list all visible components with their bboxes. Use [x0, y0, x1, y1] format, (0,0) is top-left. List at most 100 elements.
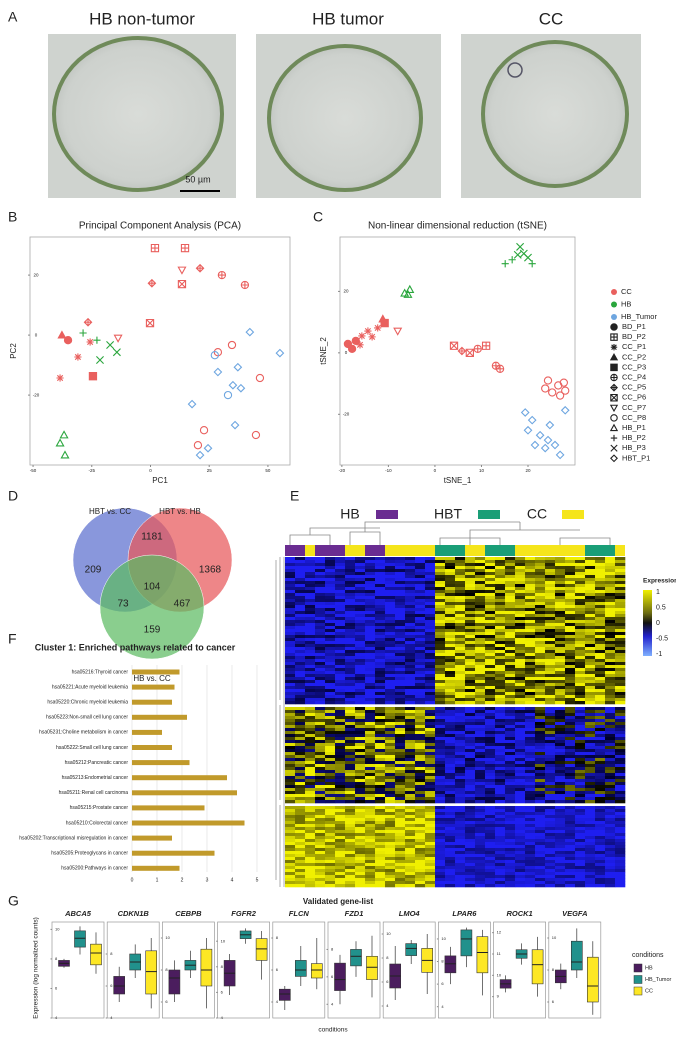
heatmap-cell — [335, 731, 346, 735]
heatmap-cell — [375, 635, 386, 639]
heatmap-cell — [465, 656, 476, 660]
heatmap-cell — [335, 767, 346, 771]
heatmap-cell — [445, 866, 456, 870]
heatmap-cell — [375, 827, 386, 831]
heatmap-cell — [375, 836, 386, 840]
heatmap-cell — [315, 728, 326, 732]
heatmap-cell — [285, 818, 296, 822]
heatmap-cell — [545, 605, 556, 609]
heatmap-cell — [375, 860, 386, 864]
heatmap-cell — [425, 659, 436, 663]
heatmap-cell — [565, 650, 576, 654]
heatmap-cell — [485, 788, 496, 792]
column-annotation — [545, 545, 555, 556]
heatmap-cell — [345, 749, 356, 753]
heatmap-cell — [375, 773, 386, 777]
heatmap-cell — [575, 788, 586, 792]
heatmap-cell — [405, 731, 416, 735]
heatmap-cell — [585, 575, 596, 579]
heatmap-cell — [545, 578, 556, 582]
heatmap-cell — [495, 734, 506, 738]
heatmap-cell — [615, 716, 626, 720]
y-tick-label: 4 — [221, 1015, 224, 1020]
heatmap-cell — [515, 770, 526, 774]
heatmap-cell — [345, 794, 356, 798]
heatmap-cell — [535, 617, 546, 621]
heatmap-cell — [535, 623, 546, 627]
venn-set-label: HBT vs. HB — [159, 507, 201, 516]
heatmap-cell — [325, 824, 336, 828]
heatmap-cell — [445, 740, 456, 744]
heatmap-cell — [555, 566, 566, 570]
point — [106, 341, 115, 349]
heatmap-cell — [585, 665, 596, 669]
heatmap-cell — [305, 620, 316, 624]
heatmap-cell — [545, 821, 556, 825]
y-tick-label: 8 — [221, 964, 224, 969]
y-tick-label: 6 — [55, 986, 58, 991]
heatmap-cell — [585, 770, 596, 774]
heatmap-cell — [315, 692, 326, 696]
heatmap-cell — [385, 878, 396, 882]
heatmap-cell — [525, 722, 536, 726]
y-tick-label: 10 — [55, 926, 60, 931]
heatmap-cell — [345, 566, 356, 570]
heatmap-cell — [475, 827, 486, 831]
heatmap-cell — [385, 851, 396, 855]
heatmap-cell — [365, 635, 376, 639]
heatmap-cell — [425, 860, 436, 864]
gene-name: CDKN1B — [118, 909, 150, 918]
heatmap-cell — [305, 731, 316, 735]
heatmap-cell — [355, 578, 366, 582]
heatmap-cell — [435, 578, 446, 582]
heatmap-cell — [545, 818, 556, 822]
heatmap-cell — [445, 773, 456, 777]
heatmap-cell — [415, 743, 426, 747]
heatmap-cell — [305, 734, 316, 738]
heatmap-cell — [415, 851, 426, 855]
heatmap-cell — [475, 608, 486, 612]
heatmap-cell — [455, 605, 466, 609]
y-tick-label: 6 — [110, 983, 113, 988]
heatmap-cell — [485, 671, 496, 675]
heatmap-cell — [585, 593, 596, 597]
heatmap-cell — [545, 596, 556, 600]
heatmap-cell — [415, 632, 426, 636]
heatmap-cell — [375, 731, 386, 735]
heatmap-cell — [395, 560, 406, 564]
heatmap-cell — [385, 596, 396, 600]
heatmap-cell — [485, 755, 496, 759]
heatmap-cell — [605, 827, 616, 831]
heatmap-cell — [475, 797, 486, 801]
heatmap-cell — [415, 737, 426, 741]
heatmap-cell — [365, 566, 376, 570]
heatmap-cell — [585, 623, 596, 627]
heatmap-cell — [425, 737, 436, 741]
heatmap-cell — [425, 731, 436, 735]
heatmap-cell — [525, 815, 536, 819]
heatmap-cell — [305, 773, 316, 777]
heatmap-cell — [445, 557, 456, 561]
heatmap-cell — [475, 635, 486, 639]
heatmap-cell — [295, 587, 306, 591]
heatmap-cell — [575, 731, 586, 735]
heatmap-cell — [335, 818, 346, 822]
heatmap-cell — [565, 824, 576, 828]
heatmap-cell — [325, 641, 336, 645]
heatmap-cell — [385, 572, 396, 576]
heatmap-cell — [435, 641, 446, 645]
heatmap-cell — [585, 578, 596, 582]
heatmap-cell — [285, 857, 296, 861]
heatmap-cell — [435, 812, 446, 816]
heatmap-cell — [365, 866, 376, 870]
heatmap-cell — [315, 575, 326, 579]
heatmap-cell — [615, 587, 626, 591]
heatmap-cell — [325, 683, 336, 687]
heatmap-cell — [345, 716, 356, 720]
heatmap-cell — [335, 863, 346, 867]
heatmap-cell — [285, 683, 296, 687]
heatmap-cell — [595, 842, 606, 846]
y-tick-label: 8 — [331, 946, 334, 951]
heatmap-cell — [385, 575, 396, 579]
heatmap-cell — [585, 599, 596, 603]
